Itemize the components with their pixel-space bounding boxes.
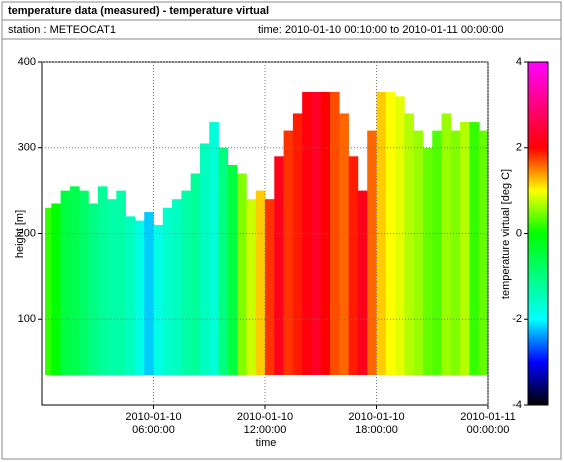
heat-cell — [218, 147, 229, 375]
colorbar-tick-label: 4 — [516, 56, 522, 68]
heat-cell — [172, 199, 182, 375]
heat-cell — [60, 190, 71, 375]
heat-cell — [162, 207, 173, 375]
heat-cell — [190, 173, 201, 375]
y-tick-label: 400 — [18, 56, 36, 68]
heat-cell — [348, 156, 359, 375]
x-axis-label: time — [256, 437, 277, 449]
heat-cell — [107, 199, 117, 375]
heat-cell — [69, 186, 80, 375]
heat-cell — [330, 92, 340, 375]
heat-cell — [45, 207, 52, 375]
heat-cell — [274, 156, 284, 375]
heat-cell — [469, 122, 480, 375]
heat-cell — [97, 186, 108, 375]
heat-cell — [450, 130, 461, 375]
heat-cell — [51, 203, 61, 375]
heat-cell — [339, 113, 349, 375]
x-tick-label: 2010-01-10 18:00:00 — [348, 411, 405, 436]
x-tick-label: 2010-01-11 00:00:00 — [460, 411, 516, 436]
x-tick-label: 2010-01-10 12:00:00 — [236, 411, 294, 436]
heat-cell — [292, 113, 303, 375]
heat-cell — [395, 96, 405, 375]
y-axis-label: height [m] — [14, 210, 26, 258]
station: station : METEOCAT1 — [8, 24, 116, 36]
y-tick-label: 100 — [18, 313, 36, 325]
heat-cell — [422, 147, 433, 375]
heat-cell — [153, 224, 164, 375]
heat-cell — [265, 199, 275, 375]
heat-cell — [199, 143, 210, 375]
colorbar-tick-label: 2 — [516, 142, 522, 154]
y-tick-label: 200 — [18, 227, 36, 239]
heat-cell — [209, 122, 219, 375]
colorbar-tick-label: -4 — [512, 399, 522, 411]
heat-cell — [478, 130, 489, 375]
heat-cell — [432, 130, 442, 375]
heat-cell — [227, 164, 238, 375]
heat-cell — [237, 173, 247, 375]
colorbar-tick-label: -2 — [512, 313, 522, 325]
colorbar-tick-label: 0 — [516, 227, 522, 239]
colorbar — [527, 61, 549, 406]
x-tick-label: 2010-01-10 06:00:00 — [125, 411, 182, 436]
heat-cell — [134, 220, 145, 375]
heat-cell — [460, 122, 470, 375]
period: time: 2010-01-10 00:10:00 to 2010-01-11 … — [258, 24, 504, 36]
heat-cell — [441, 113, 452, 375]
heat-cell — [116, 190, 126, 375]
heat-cell — [311, 92, 322, 375]
heat-cell — [283, 130, 294, 375]
heat-cell — [404, 113, 414, 375]
y-tick-label: 300 — [18, 142, 36, 154]
heat-cell — [144, 212, 154, 375]
heat-cell — [246, 199, 257, 375]
heat-cell — [367, 130, 377, 375]
heat-cell — [413, 130, 424, 375]
heat-cell — [181, 190, 191, 375]
heat-cell — [357, 190, 368, 375]
heat-cell — [255, 190, 266, 375]
chart-title: temperature data (measured) - temperatur… — [8, 5, 269, 17]
colorbar-label: temperature virtual [deg C] — [500, 169, 512, 299]
heat-cell — [79, 190, 89, 375]
heat-cell — [320, 92, 331, 375]
heat-cell — [125, 216, 136, 375]
heat-cell — [88, 203, 99, 375]
